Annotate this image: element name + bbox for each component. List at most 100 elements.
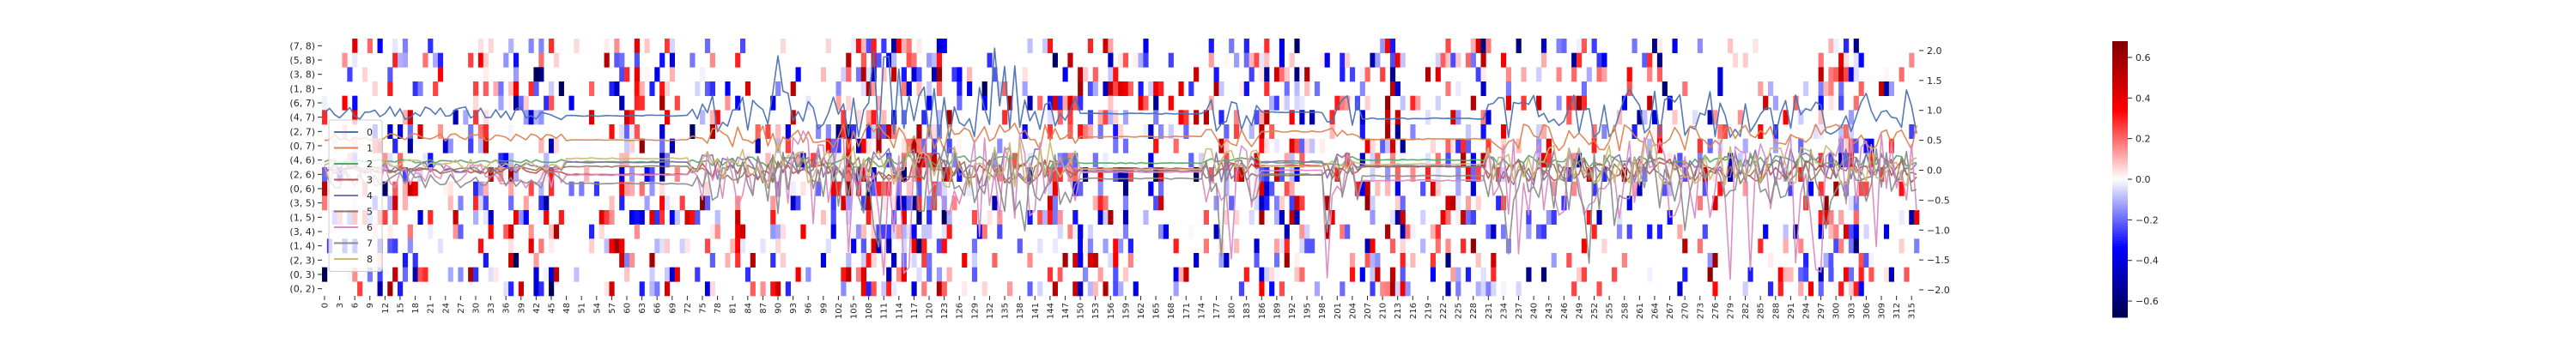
heatmap-cell xyxy=(1763,110,1769,125)
x-tick-label: 60 xyxy=(623,303,632,314)
heatmap-cell xyxy=(528,238,534,254)
heatmap-cell xyxy=(664,196,671,211)
x-tick-label: 87 xyxy=(759,303,769,314)
colorbar-step xyxy=(2112,55,2128,58)
heatmap-cell xyxy=(1103,281,1109,297)
heatmap-cell xyxy=(398,124,404,139)
heatmap-cell xyxy=(574,267,580,282)
heatmap-cell xyxy=(790,181,796,196)
heatmap-cell xyxy=(1254,153,1260,168)
heatmap-cell xyxy=(377,281,383,297)
heatmap-cell xyxy=(629,181,635,196)
heatmap-cell xyxy=(1540,124,1547,139)
heatmap-cell xyxy=(704,196,711,211)
heatmap-cell xyxy=(1475,67,1481,82)
heatmap-cell xyxy=(1647,52,1653,68)
heatmap-cell xyxy=(639,281,645,297)
heatmap-cell xyxy=(1430,181,1437,196)
x-tick-label: 78 xyxy=(714,303,723,314)
heatmap-cell xyxy=(463,110,469,125)
heatmap-cell xyxy=(1677,153,1683,168)
heatmap-cell xyxy=(1097,196,1103,211)
heatmap-cell xyxy=(1435,224,1441,239)
heatmap-cell xyxy=(1838,210,1844,225)
heatmap-cell xyxy=(1410,167,1416,182)
heatmap-cell xyxy=(1858,281,1864,297)
heatmap-cell xyxy=(669,52,676,68)
colorbar-step xyxy=(2112,275,2128,279)
heatmap-cell xyxy=(981,95,987,111)
heatmap-cell xyxy=(1072,153,1078,168)
colorbar-tick-label: −0.6 xyxy=(2136,296,2159,307)
heatmap-cell xyxy=(1259,110,1265,125)
heatmap-cell xyxy=(690,210,696,225)
heatmap-cell xyxy=(725,95,731,111)
heatmap-cell xyxy=(477,124,484,139)
heatmap-cell xyxy=(1728,110,1734,125)
heatmap-cell xyxy=(639,210,645,225)
heatmap-cell xyxy=(855,224,862,239)
heatmap-cell xyxy=(402,253,409,268)
heatmap-cell xyxy=(1370,210,1376,225)
heatmap-cell xyxy=(549,81,555,96)
heatmap-cell xyxy=(508,81,514,96)
heatmap-cell xyxy=(690,124,696,139)
heatmap-cell xyxy=(1536,95,1542,111)
heatmap-cell xyxy=(795,153,801,168)
heatmap-cell xyxy=(1536,224,1542,239)
heatmap-cell xyxy=(1118,281,1124,297)
x-tick-label: 102 xyxy=(835,303,844,319)
colorbar-step xyxy=(2112,174,2128,178)
heatmap-cell xyxy=(1067,167,1073,182)
heatmap-cell xyxy=(1224,52,1230,68)
heatmap-cell xyxy=(1072,95,1078,111)
heatmap-cell xyxy=(392,138,398,153)
heatmap-cell xyxy=(725,253,731,268)
heatmap-cell xyxy=(695,267,701,282)
heatmap-cell xyxy=(322,196,328,211)
heatmap-cell xyxy=(553,224,560,239)
heatmap-cell xyxy=(1284,238,1290,254)
heatmap-cell xyxy=(1783,238,1789,254)
heatmap-cell xyxy=(866,39,872,53)
heatmap-cell xyxy=(1853,224,1859,239)
x-tick-label: 261 xyxy=(1636,303,1645,319)
heatmap-cell xyxy=(1591,224,1597,239)
heatmap-cell xyxy=(1853,67,1859,82)
heatmap-cell xyxy=(1264,81,1270,96)
heatmap-cell xyxy=(407,124,413,139)
heatmap-cell xyxy=(1783,267,1789,282)
colorbar-step xyxy=(2112,289,2128,292)
heatmap-cell xyxy=(402,181,409,196)
heatmap-cell xyxy=(835,124,841,139)
x-tick-label: 54 xyxy=(592,303,602,314)
colorbar-tick-label: 0.2 xyxy=(2136,134,2151,145)
heatmap-cell xyxy=(473,95,479,111)
heatmap-cell xyxy=(1546,138,1552,153)
heatmap-cell xyxy=(881,110,887,125)
heatmap-cell xyxy=(503,153,509,168)
heatmap-cell xyxy=(619,153,625,168)
heatmap-cell xyxy=(1501,52,1507,68)
heatmap-cell xyxy=(1269,267,1275,282)
heatmap-cell xyxy=(1294,67,1300,82)
colorbar-step xyxy=(2112,158,2128,162)
heatmap-cell xyxy=(624,153,630,168)
heatmap-cell xyxy=(805,267,811,282)
heatmap-cell xyxy=(770,253,776,268)
heatmap-cell xyxy=(1445,153,1451,168)
heatmap-cell xyxy=(1183,110,1189,125)
heatmap-cell xyxy=(538,181,544,196)
heatmap-cell xyxy=(1591,39,1597,53)
heatmap-cell xyxy=(377,39,383,53)
heatmap-cell xyxy=(1823,253,1829,268)
heatmap-cell xyxy=(690,52,696,68)
heatmap-cell xyxy=(619,238,625,254)
heatmap-cell xyxy=(881,281,887,297)
heatmap-cell xyxy=(876,95,882,111)
heatmap-cell xyxy=(1828,267,1834,282)
heatmap-cell xyxy=(1087,110,1094,125)
heatmap-cell xyxy=(1717,67,1723,82)
heatmap-cell xyxy=(1470,181,1476,196)
heatmap-cell xyxy=(891,52,897,68)
